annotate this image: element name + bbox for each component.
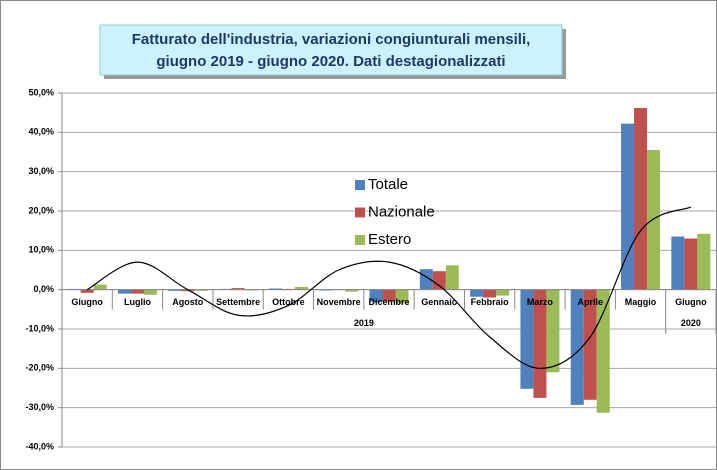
x-tick-label: Settembre bbox=[216, 297, 260, 307]
bar bbox=[697, 233, 711, 290]
y-tick-label: 0,0% bbox=[33, 284, 54, 294]
bar bbox=[684, 238, 698, 290]
y-tick-label: -40,0% bbox=[25, 441, 54, 451]
legend-label: Estero bbox=[368, 231, 411, 248]
bar bbox=[496, 289, 510, 296]
legend-swatch bbox=[355, 235, 365, 245]
bar bbox=[93, 284, 107, 290]
x-tick-label: Gennaio bbox=[421, 297, 458, 307]
trendline bbox=[86, 206, 692, 369]
x-tick-label: Maggio bbox=[625, 297, 657, 307]
legend-label: Totale bbox=[368, 176, 408, 193]
x-tick-label: Aprile bbox=[577, 297, 603, 307]
bar bbox=[345, 289, 359, 292]
x-tick-label: Luglio bbox=[124, 297, 151, 307]
y-tick-label: 40,0% bbox=[28, 127, 54, 137]
bar bbox=[596, 289, 610, 413]
y-tick-label: 30,0% bbox=[28, 166, 54, 176]
bar bbox=[546, 289, 560, 373]
chart-title: giugno 2019 - giugno 2020. Dati destagio… bbox=[156, 53, 505, 70]
bar bbox=[80, 289, 94, 293]
bar bbox=[432, 271, 446, 290]
x-tick-label: Giugno bbox=[71, 297, 103, 307]
bar bbox=[130, 289, 144, 294]
y-tick-label: -30,0% bbox=[25, 402, 54, 412]
x-tick-label: Dicembre bbox=[368, 297, 409, 307]
bar bbox=[194, 289, 208, 291]
bar bbox=[470, 289, 484, 297]
bar bbox=[483, 289, 497, 298]
bar bbox=[533, 289, 547, 398]
x-tick-label: Giugno bbox=[675, 297, 707, 307]
chart-title: Fatturato dell'industria, variazioni con… bbox=[132, 31, 531, 48]
legend-swatch bbox=[355, 207, 365, 218]
bar bbox=[382, 289, 396, 302]
y-tick-label: -10,0% bbox=[25, 323, 54, 333]
bar bbox=[395, 289, 409, 304]
bar bbox=[634, 107, 648, 290]
x-tick-label: Febbraio bbox=[471, 297, 510, 307]
bar bbox=[168, 289, 182, 291]
y-tick-label: -20,0% bbox=[25, 363, 54, 373]
x-tick-label: Agosto bbox=[172, 297, 203, 307]
bar bbox=[117, 289, 131, 294]
bar bbox=[583, 289, 597, 400]
bar bbox=[445, 265, 459, 290]
year-label: 2019 bbox=[354, 318, 374, 328]
y-tick-label: 20,0% bbox=[28, 205, 54, 215]
bar bbox=[268, 288, 282, 290]
bar bbox=[647, 150, 661, 290]
bar bbox=[181, 289, 195, 292]
bar bbox=[294, 286, 308, 290]
y-tick-label: 10,0% bbox=[28, 245, 54, 255]
legend-swatch bbox=[355, 180, 365, 190]
bar bbox=[231, 288, 245, 290]
bar bbox=[369, 289, 383, 303]
x-tick-label: Novembre bbox=[317, 297, 361, 307]
bar bbox=[143, 289, 157, 295]
x-tick-label: Marzo bbox=[527, 297, 554, 307]
title-box bbox=[99, 24, 563, 76]
year-label: 2020 bbox=[681, 318, 701, 328]
x-tick-label: Ottobre bbox=[272, 297, 305, 307]
y-tick-label: 50,0% bbox=[28, 87, 54, 97]
bar bbox=[671, 236, 685, 290]
legend-label: Nazionale bbox=[368, 203, 435, 220]
bar bbox=[570, 289, 584, 405]
